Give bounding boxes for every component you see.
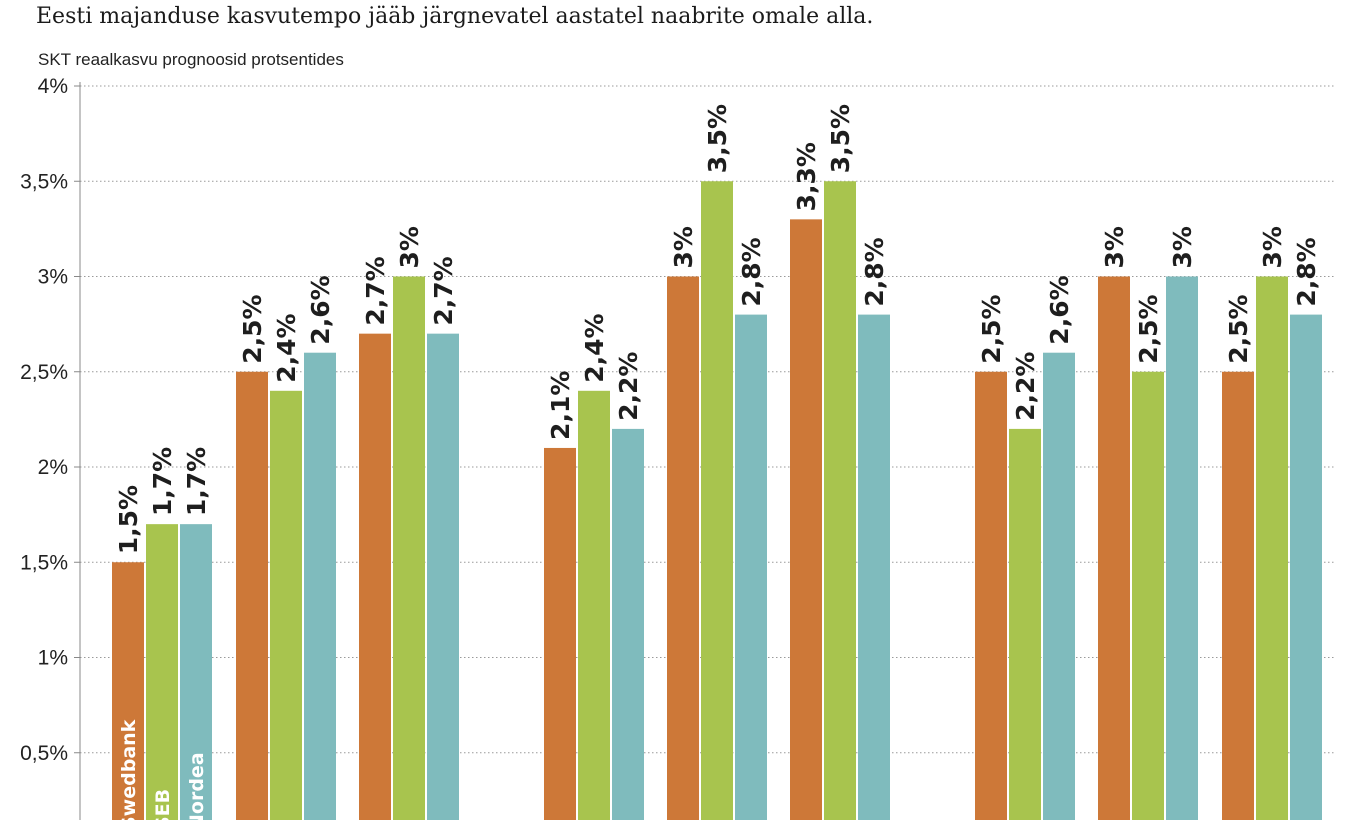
bar-seb bbox=[146, 524, 178, 820]
value-label: 2,5% bbox=[1224, 294, 1253, 363]
bar-swedbank bbox=[359, 333, 391, 820]
y-axis: 0,5% 1% 1,5% 2% 2,5% 3% 3,5% 4% bbox=[20, 75, 81, 820]
chart-subtitle: Eesti majanduse kasvutempo jääb järgneva… bbox=[36, 4, 874, 29]
bar-nordea bbox=[1166, 276, 1198, 820]
value-label: 1,5% bbox=[114, 485, 143, 554]
bar-swedbank bbox=[1222, 371, 1254, 820]
y-tick-label: 0,5% bbox=[20, 742, 68, 765]
y-tick-label: 4% bbox=[38, 75, 68, 98]
value-label: 2,4% bbox=[580, 313, 609, 382]
bar-seb bbox=[393, 276, 425, 820]
value-label: 2,5% bbox=[238, 294, 267, 363]
value-label: 2,2% bbox=[614, 352, 643, 421]
value-label: 3% bbox=[669, 226, 698, 268]
bar-seb bbox=[578, 390, 610, 820]
value-label: 2,7% bbox=[429, 256, 458, 325]
value-label: 3,3% bbox=[792, 142, 821, 211]
value-label: 2,7% bbox=[361, 256, 390, 325]
legend-nordea: Nordea bbox=[186, 752, 208, 820]
value-label: 3% bbox=[395, 226, 424, 268]
bars bbox=[112, 181, 1322, 820]
bar-swedbank bbox=[1098, 276, 1130, 820]
bar-seb bbox=[701, 181, 733, 820]
legend-swedbank: Swedbank bbox=[118, 719, 140, 820]
y-tick-label: 2% bbox=[38, 456, 68, 479]
bar-swedbank bbox=[236, 371, 268, 820]
legend: Swedbank SEB Nordea bbox=[118, 719, 208, 820]
value-label: 1,7% bbox=[182, 447, 211, 516]
bar-nordea bbox=[612, 428, 644, 820]
value-label: 2,8% bbox=[860, 237, 889, 306]
bar-nordea bbox=[858, 314, 890, 820]
bar-nordea bbox=[735, 314, 767, 820]
legend-seb: SEB bbox=[152, 789, 174, 820]
value-label: 1,7% bbox=[148, 447, 177, 516]
value-label: 3% bbox=[1100, 226, 1129, 268]
unit-label: SKT reaalkasvu prognoosid protsentides bbox=[38, 50, 344, 69]
value-label: 2,2% bbox=[1011, 352, 1040, 421]
bar-nordea bbox=[1043, 352, 1075, 820]
value-label: 2,5% bbox=[977, 294, 1006, 363]
bar-nordea bbox=[1290, 314, 1322, 820]
y-tick-label: 1,5% bbox=[20, 551, 68, 574]
bar-seb bbox=[1009, 428, 1041, 820]
bar-nordea bbox=[180, 524, 212, 820]
bar-seb bbox=[270, 390, 302, 820]
bar-swedbank bbox=[667, 276, 699, 820]
value-label: 3,5% bbox=[703, 104, 732, 173]
bar-seb bbox=[1132, 371, 1164, 820]
bar-seb bbox=[824, 181, 856, 820]
y-tick-label: 3% bbox=[38, 266, 68, 289]
value-label: 3% bbox=[1168, 226, 1197, 268]
value-label: 2,6% bbox=[306, 275, 335, 344]
value-label: 2,8% bbox=[1292, 237, 1321, 306]
y-tick-label: 3,5% bbox=[20, 170, 68, 193]
bar-nordea bbox=[304, 352, 336, 820]
value-labels: 1,5%1,7% 1,7%2,5% 2,4%2,6% 2,7%3%2,7%2,1%2,… bbox=[114, 104, 1321, 554]
value-label: 2,8% bbox=[737, 237, 766, 306]
value-label: 2,4% bbox=[272, 313, 301, 382]
value-label: 2,6% bbox=[1045, 275, 1074, 344]
bar-seb bbox=[1256, 276, 1288, 820]
bar-swedbank bbox=[112, 562, 144, 820]
value-label: 2,1% bbox=[546, 371, 575, 440]
value-label: 2,5% bbox=[1134, 294, 1163, 363]
y-tick-label: 2,5% bbox=[20, 361, 68, 384]
y-tick-label: 1% bbox=[38, 647, 68, 670]
bar-swedbank bbox=[975, 371, 1007, 820]
bar-swedbank bbox=[790, 219, 822, 820]
value-label: 3% bbox=[1258, 226, 1287, 268]
value-label: 3,5% bbox=[826, 104, 855, 173]
bar-nordea bbox=[427, 333, 459, 820]
bar-swedbank bbox=[544, 447, 576, 820]
